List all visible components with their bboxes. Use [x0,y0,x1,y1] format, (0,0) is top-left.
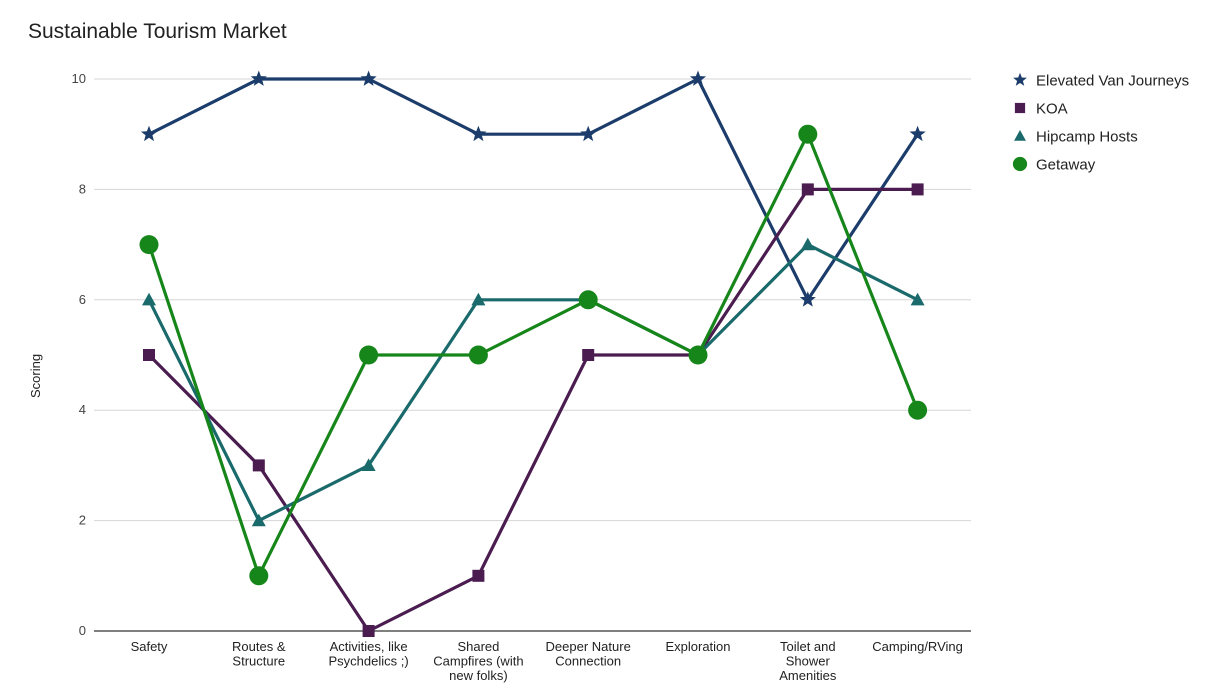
x-category-label-line: Shared [457,639,499,654]
legend-label-hipcamp-hosts: Hipcamp Hosts [1036,129,1138,146]
data-point-koa [143,349,155,361]
data-point-getaway [688,345,708,365]
x-category-label-line: Psychdelics ;) [328,654,408,669]
data-point-elevated-van-journeys [799,291,816,307]
data-point-elevated-van-journeys [909,125,926,142]
x-category-label-line: Safety [131,639,168,654]
x-category-label-line: Structure [232,654,285,669]
series-hipcamp-hosts [142,237,925,527]
legend-label-koa: KOA [1036,101,1068,118]
x-axis-categories: Safety Routes & Structure Activities, like P… [131,639,963,683]
x-category-label-line: Campfires (with [433,654,523,669]
x-category-label-line: Routes & [232,639,286,654]
x-category-label-line: Shower [786,654,831,669]
x-category-label-line: Amenities [779,668,837,683]
x-category-label-line: new folks) [449,668,508,683]
data-point-hipcamp-hosts [361,458,376,471]
x-category-label-line: Activities, like [330,639,408,654]
x-category-label-line: Camping/RVing [872,639,963,654]
data-point-elevated-van-journeys [689,70,707,86]
x-category-label-line: Connection [555,654,621,669]
data-point-getaway [798,124,818,144]
data-point-koa [911,183,924,196]
x-category-label-line: Deeper Nature [546,639,631,654]
data-point-getaway [908,400,928,420]
y-tick-label: 2 [79,513,86,528]
y-axis-title: Scoring [28,354,43,398]
data-point-elevated-van-journeys [140,125,158,142]
legend-marker-hipcamp-hosts [1014,130,1026,141]
data-point-getaway [139,235,159,255]
x-category-label-line: Exploration [665,639,730,654]
y-tick-label: 10 [72,71,86,86]
data-point-hipcamp-hosts [251,513,266,527]
x-category-label: Shared Campfires (with new folks) [433,639,523,683]
x-category-label: Deeper Nature Connection [546,639,631,669]
x-category-label: Safety [131,639,168,654]
x-category-label: Activities, like Psychdelics ;) [328,639,408,669]
series-getaway [139,124,928,586]
series-koa [143,183,924,637]
data-point-koa [582,349,595,361]
x-category-label-line: Toilet and [780,639,836,654]
legend: Elevated Van Journeys KOA Hipcamp Hosts Get… [1012,72,1189,174]
y-tick-label: 6 [79,292,86,307]
legend-marker-getaway [1012,156,1028,172]
data-point-koa [472,569,485,582]
data-point-hipcamp-hosts [471,292,486,306]
data-point-hipcamp-hosts [142,292,156,306]
data-point-koa [362,625,375,637]
data-point-elevated-van-journeys [580,125,597,142]
grid-lines [94,78,971,632]
chart-title: Sustainable Tourism Market [28,20,287,43]
data-point-elevated-van-journeys [250,70,267,86]
data-point-getaway [578,290,598,310]
data-point-elevated-van-journeys [360,70,377,86]
y-tick-label: 4 [79,402,86,417]
y-tick-label: 0 [79,623,86,638]
y-axis-ticks: 0 2 4 6 8 10 [72,71,86,638]
data-point-hipcamp-hosts [800,237,815,251]
data-point-getaway [468,345,488,365]
series-line-hipcamp-hosts [147,243,920,523]
data-point-koa [801,183,814,196]
x-category-label: Exploration [665,639,730,654]
x-category-label: Toilet and Shower Amenities [779,639,837,683]
x-category-label: Routes & Structure [232,639,286,669]
legend-label-elevated-van-journeys: Elevated Van Journeys [1036,73,1189,90]
legend-label-getaway: Getaway [1036,157,1096,174]
data-point-getaway [359,345,379,365]
data-point-koa [252,459,265,472]
series-line-koa [147,187,920,633]
data-point-hipcamp-hosts [910,292,925,306]
data-point-getaway [249,566,269,586]
legend-marker-koa [1014,102,1026,114]
x-category-label: Camping/RVing [872,639,963,654]
legend-marker-elevated-van-journeys [1013,72,1027,86]
y-tick-label: 8 [79,181,86,196]
data-point-elevated-van-journeys [470,125,487,142]
series-layer [139,70,928,637]
series-line-getaway [147,132,920,578]
